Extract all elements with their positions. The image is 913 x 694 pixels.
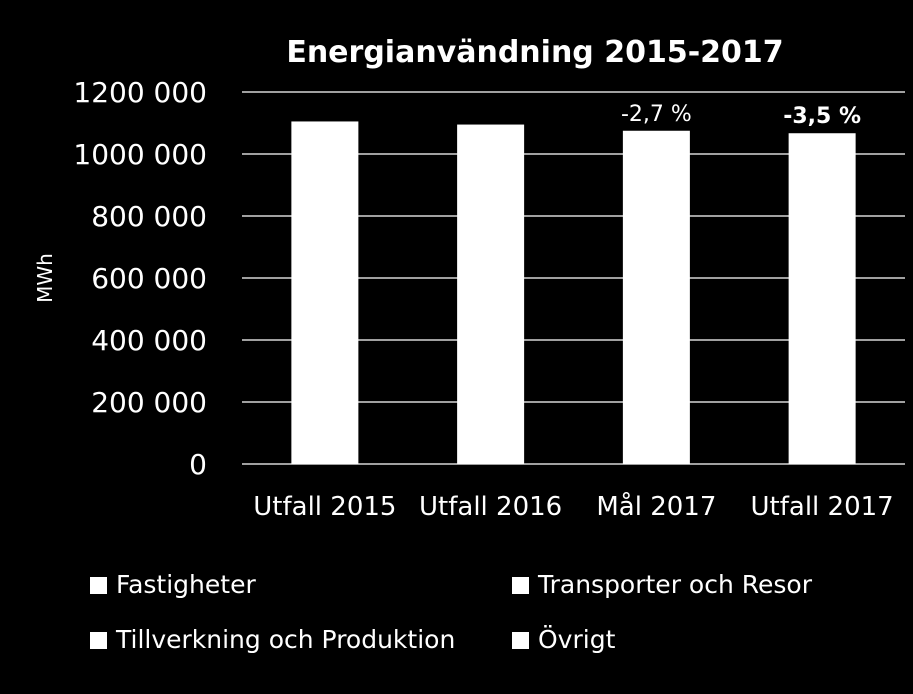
legend-swatch	[512, 632, 529, 649]
y-tick-label: 800 000	[91, 200, 207, 233]
bar	[457, 124, 525, 465]
y-tick-label: 0	[189, 448, 207, 481]
legend-swatch	[90, 577, 107, 594]
legend-swatch	[512, 577, 529, 594]
x-tick-label: Utfall 2016	[419, 492, 562, 522]
data-label: -2,7 %	[621, 102, 692, 127]
legend-label: Fastigheter	[116, 570, 256, 599]
y-tick-label: 200 000	[91, 386, 207, 419]
y-tick-label: 600 000	[91, 262, 207, 295]
legend-item-tillverkning: Tillverkning och Produktion	[90, 625, 455, 654]
legend-label: Transporter och Resor	[538, 570, 812, 599]
data-label: -3,5 %	[783, 104, 861, 129]
bars	[291, 121, 856, 465]
legend-label: Övrigt	[538, 625, 616, 654]
x-tick-labels: Utfall 2015 Utfall 2016 Mål 2017 Utfall 201…	[253, 491, 893, 522]
legend-item-transporter: Transporter och Resor	[512, 570, 812, 599]
y-tick-labels: 0 200 000 400 000 600 000 800 000 1000 000 120…	[73, 76, 207, 481]
y-tick-label: 1200 000	[73, 76, 207, 109]
legend-swatch	[90, 632, 107, 649]
x-tick-label: Utfall 2015	[253, 492, 396, 522]
bar	[622, 130, 690, 464]
y-axis-label: MWh	[33, 253, 57, 303]
legend-item-ovrigt: Övrigt	[512, 625, 615, 654]
x-tick-label: Utfall 2017	[751, 492, 894, 522]
y-tick-label: 1000 000	[73, 138, 207, 171]
legend-item-fastigheter: Fastigheter	[90, 570, 256, 599]
legend-label: Tillverkning och Produktion	[116, 625, 456, 654]
chart-title: Energianvändning 2015-2017	[286, 35, 783, 70]
bar	[788, 133, 856, 465]
y-tick-label: 400 000	[91, 324, 207, 357]
bar	[291, 121, 359, 464]
annotations: -2,7 % -3,5 %	[621, 102, 861, 129]
x-tick-label: Mål 2017	[596, 491, 716, 522]
